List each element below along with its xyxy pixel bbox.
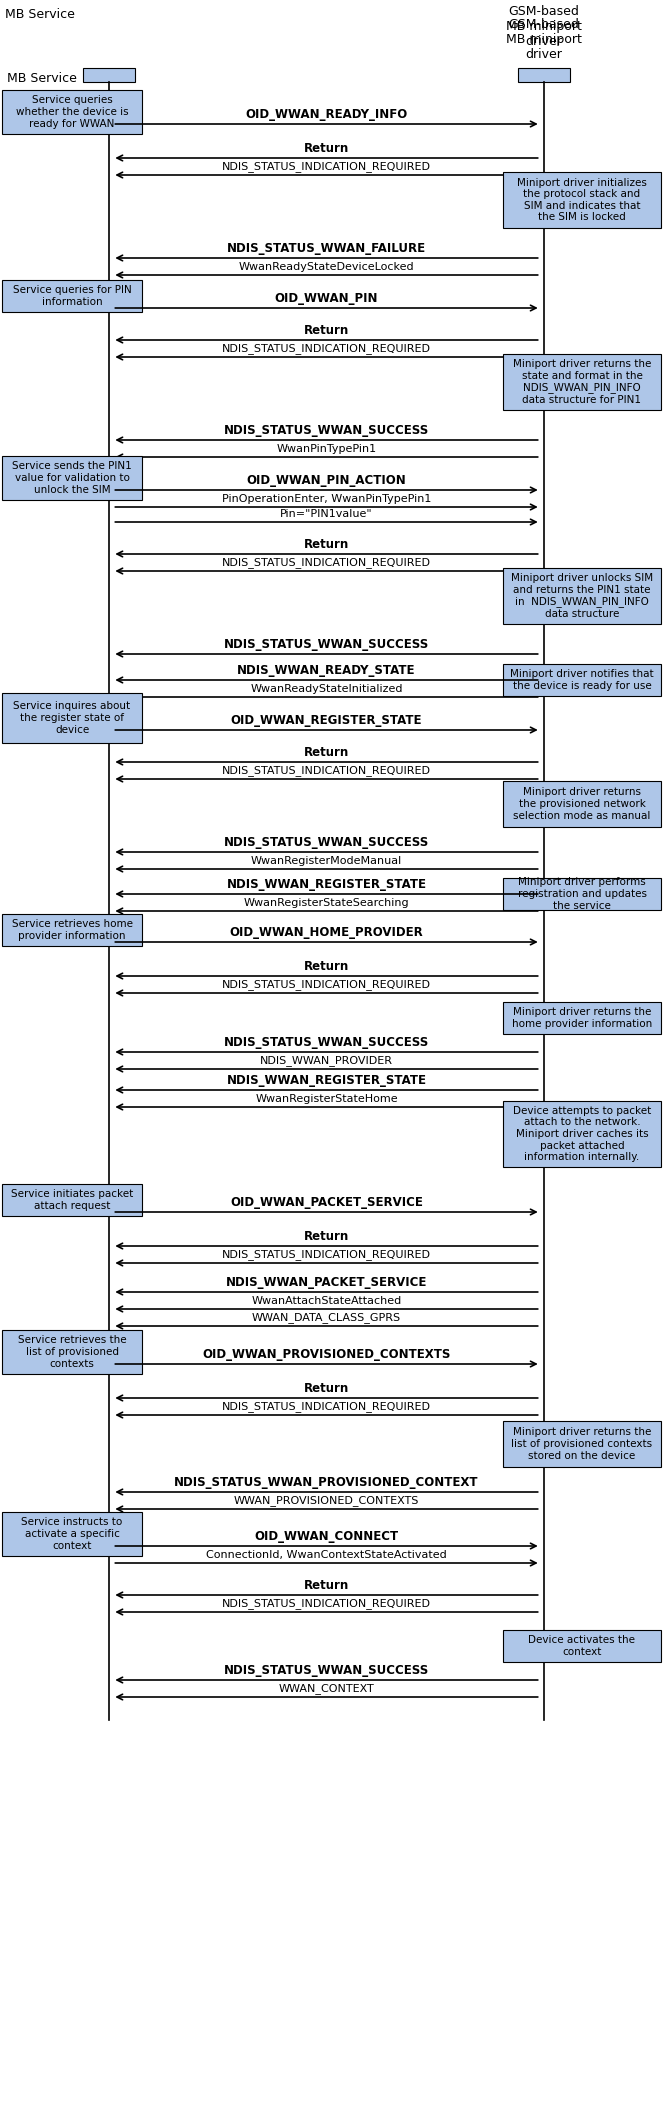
Text: WWAN_DATA_CLASS_GPRS: WWAN_DATA_CLASS_GPRS	[252, 1312, 401, 1322]
FancyBboxPatch shape	[503, 1003, 661, 1035]
Text: WwanRegisterStateSearching: WwanRegisterStateSearching	[244, 897, 409, 908]
Text: MB Service: MB Service	[7, 72, 76, 85]
Text: Return: Return	[304, 324, 349, 336]
Text: NDIS_STATUS_INDICATION_REQUIRED: NDIS_STATUS_INDICATION_REQUIRED	[222, 161, 431, 171]
FancyBboxPatch shape	[503, 1629, 661, 1661]
Text: WWAN_PROVISIONED_CONTEXTS: WWAN_PROVISIONED_CONTEXTS	[234, 1496, 419, 1507]
FancyBboxPatch shape	[503, 171, 661, 229]
Text: Return: Return	[304, 747, 349, 760]
Text: NDIS_WWAN_REGISTER_STATE: NDIS_WWAN_REGISTER_STATE	[227, 878, 426, 891]
FancyBboxPatch shape	[503, 664, 661, 696]
Text: Service retrieves home
provider information: Service retrieves home provider informat…	[11, 918, 133, 942]
Text: Service sends the PIN1
value for validation to
unlock the SIM: Service sends the PIN1 value for validat…	[12, 461, 132, 495]
FancyBboxPatch shape	[2, 1513, 142, 1555]
Text: ConnectionId, WwanContextStateActivated: ConnectionId, WwanContextStateActivated	[206, 1551, 447, 1559]
FancyBboxPatch shape	[2, 1331, 142, 1373]
FancyBboxPatch shape	[2, 1185, 142, 1217]
Text: Miniport driver initializes
the protocol stack and
SIM and indicates that
the SI: Miniport driver initializes the protocol…	[517, 178, 647, 222]
Text: OID_WWAN_HOME_PROVIDER: OID_WWAN_HOME_PROVIDER	[229, 927, 424, 940]
Text: Return: Return	[304, 142, 349, 154]
Text: NDIS_STATUS_WWAN_SUCCESS: NDIS_STATUS_WWAN_SUCCESS	[224, 639, 429, 652]
Text: Pin="PIN1value": Pin="PIN1value"	[280, 510, 373, 518]
Text: Device attempts to packet
attach to the network.
Miniport driver caches its
pack: Device attempts to packet attach to the …	[513, 1107, 651, 1162]
Text: WwanPinTypePin1: WwanPinTypePin1	[276, 444, 377, 455]
Text: Return: Return	[304, 537, 349, 550]
Text: NDIS_STATUS_INDICATION_REQUIRED: NDIS_STATUS_INDICATION_REQUIRED	[222, 343, 431, 353]
Text: Service queries for PIN
information: Service queries for PIN information	[13, 286, 131, 307]
Text: NDIS_STATUS_WWAN_SUCCESS: NDIS_STATUS_WWAN_SUCCESS	[224, 836, 429, 849]
Text: Miniport driver returns the
home provider information: Miniport driver returns the home provide…	[512, 1007, 652, 1028]
Text: Miniport driver unlocks SIM
and returns the PIN1 state
in  NDIS_WWAN_PIN_INFO
da: Miniport driver unlocks SIM and returns …	[511, 573, 653, 618]
FancyBboxPatch shape	[2, 91, 142, 133]
Text: NDIS_STATUS_INDICATION_REQUIRED: NDIS_STATUS_INDICATION_REQUIRED	[222, 1248, 431, 1259]
Text: OID_WWAN_CONNECT: OID_WWAN_CONNECT	[255, 1530, 398, 1543]
Text: Miniport driver performs
registration and updates
the service: Miniport driver performs registration an…	[518, 878, 646, 910]
Text: Return: Return	[304, 961, 349, 973]
FancyBboxPatch shape	[503, 781, 661, 827]
Text: WwanAttachStateAttached: WwanAttachStateAttached	[251, 1295, 402, 1306]
Text: OID_WWAN_PIN_ACTION: OID_WWAN_PIN_ACTION	[247, 474, 406, 487]
Text: Miniport driver returns the
state and format in the
NDIS_WWAN_PIN_INFO
data stru: Miniport driver returns the state and fo…	[512, 360, 651, 404]
Text: NDIS_STATUS_WWAN_PROVISIONED_CONTEXT: NDIS_STATUS_WWAN_PROVISIONED_CONTEXT	[174, 1477, 479, 1490]
Text: NDIS_STATUS_INDICATION_REQUIRED: NDIS_STATUS_INDICATION_REQUIRED	[222, 557, 431, 567]
FancyBboxPatch shape	[503, 567, 661, 624]
FancyBboxPatch shape	[503, 1422, 661, 1466]
Text: Service initiates packet
attach request: Service initiates packet attach request	[11, 1189, 133, 1210]
FancyBboxPatch shape	[2, 279, 142, 311]
Text: OID_WWAN_REGISTER_STATE: OID_WWAN_REGISTER_STATE	[231, 713, 422, 728]
Text: MB Service: MB Service	[5, 8, 75, 21]
Text: NDIS_STATUS_INDICATION_REQUIRED: NDIS_STATUS_INDICATION_REQUIRED	[222, 1401, 431, 1411]
Text: Service queries
whether the device is
ready for WWAN: Service queries whether the device is re…	[16, 95, 129, 129]
FancyBboxPatch shape	[503, 878, 661, 910]
Text: NDIS_STATUS_INDICATION_REQUIRED: NDIS_STATUS_INDICATION_REQUIRED	[222, 766, 431, 777]
Text: NDIS_WWAN_PACKET_SERVICE: NDIS_WWAN_PACKET_SERVICE	[226, 1276, 427, 1289]
Text: WwanReadyStateInitialized: WwanReadyStateInitialized	[250, 683, 403, 694]
Text: WwanRegisterStateHome: WwanRegisterStateHome	[255, 1094, 398, 1105]
FancyBboxPatch shape	[2, 457, 142, 499]
Text: Return: Return	[304, 1579, 349, 1591]
Text: Return: Return	[304, 1382, 349, 1394]
Text: NDIS_STATUS_INDICATION_REQUIRED: NDIS_STATUS_INDICATION_REQUIRED	[222, 1598, 431, 1608]
Text: Return: Return	[304, 1229, 349, 1242]
Text: NDIS_STATUS_WWAN_FAILURE: NDIS_STATUS_WWAN_FAILURE	[227, 241, 426, 256]
Text: Miniport driver notifies that
the device is ready for use: Miniport driver notifies that the device…	[511, 669, 654, 690]
FancyBboxPatch shape	[503, 353, 661, 411]
Text: Service inquires about
the register state of
device: Service inquires about the register stat…	[13, 700, 131, 734]
Text: NDIS_STATUS_WWAN_SUCCESS: NDIS_STATUS_WWAN_SUCCESS	[224, 1037, 429, 1050]
Text: NDIS_STATUS_INDICATION_REQUIRED: NDIS_STATUS_INDICATION_REQUIRED	[222, 980, 431, 990]
Text: Miniport driver returns the
list of provisioned contexts
stored on the device: Miniport driver returns the list of prov…	[511, 1428, 652, 1460]
Text: Service instructs to
activate a specific
context: Service instructs to activate a specific…	[21, 1517, 123, 1551]
FancyBboxPatch shape	[518, 68, 570, 83]
Text: NDIS_WWAN_REGISTER_STATE: NDIS_WWAN_REGISTER_STATE	[227, 1075, 426, 1088]
Text: Service retrieves the
list of provisioned
contexts: Service retrieves the list of provisione…	[18, 1335, 127, 1369]
Text: NDIS_WWAN_PROVIDER: NDIS_WWAN_PROVIDER	[260, 1056, 393, 1066]
Text: OID_WWAN_READY_INFO: OID_WWAN_READY_INFO	[245, 108, 408, 121]
Text: NDIS_STATUS_WWAN_SUCCESS: NDIS_STATUS_WWAN_SUCCESS	[224, 1663, 429, 1678]
Text: WwanRegisterModeManual: WwanRegisterModeManual	[251, 857, 402, 865]
FancyBboxPatch shape	[2, 694, 142, 743]
Text: WwanReadyStateDeviceLocked: WwanReadyStateDeviceLocked	[239, 262, 414, 273]
Text: NDIS_STATUS_WWAN_SUCCESS: NDIS_STATUS_WWAN_SUCCESS	[224, 423, 429, 438]
Text: GSM-based
MB miniport
driver: GSM-based MB miniport driver	[506, 19, 581, 61]
Text: Device activates the
context: Device activates the context	[528, 1636, 636, 1657]
Text: NDIS_WWAN_READY_STATE: NDIS_WWAN_READY_STATE	[237, 664, 416, 677]
FancyBboxPatch shape	[2, 914, 142, 946]
FancyBboxPatch shape	[503, 1100, 661, 1168]
Text: OID_WWAN_PROVISIONED_CONTEXTS: OID_WWAN_PROVISIONED_CONTEXTS	[202, 1348, 451, 1361]
FancyBboxPatch shape	[84, 68, 135, 83]
Text: WWAN_CONTEXT: WWAN_CONTEXT	[278, 1682, 375, 1695]
Text: Miniport driver returns
the provisioned network
selection mode as manual: Miniport driver returns the provisioned …	[513, 787, 650, 821]
Text: GSM-based
MB miniport
driver: GSM-based MB miniport driver	[506, 4, 581, 49]
Text: OID_WWAN_PACKET_SERVICE: OID_WWAN_PACKET_SERVICE	[230, 1196, 423, 1208]
Text: OID_WWAN_PIN: OID_WWAN_PIN	[274, 292, 379, 305]
Text: PinOperationEnter, WwanPinTypePin1: PinOperationEnter, WwanPinTypePin1	[222, 493, 431, 504]
